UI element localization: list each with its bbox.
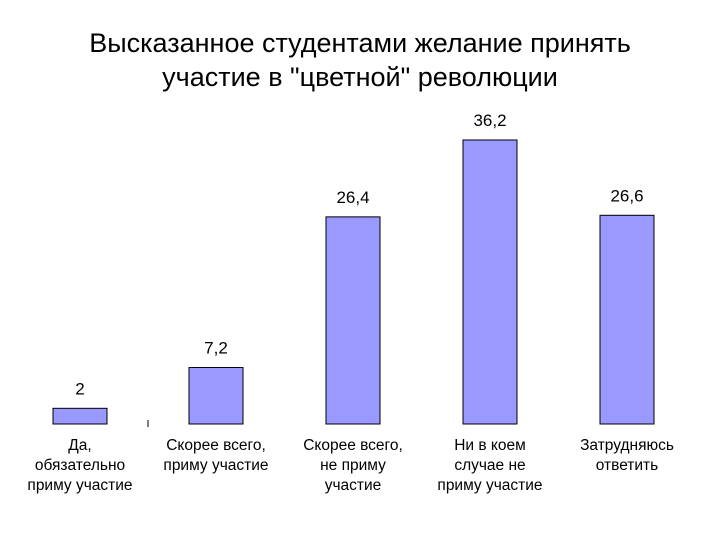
category-label-3-line-2: не приму bbox=[320, 457, 386, 474]
chart-title: Высказанное студентами желание принять у… bbox=[0, 26, 720, 94]
value-label-1: 2 bbox=[75, 379, 84, 398]
bar-5 bbox=[599, 214, 655, 425]
category-label-5-line-1: Затрудняюсь bbox=[580, 437, 674, 454]
bar-1 bbox=[52, 407, 108, 425]
category-label-5-line-2: ответить bbox=[596, 457, 658, 474]
category-label-4-line-1: Ни в коем bbox=[454, 437, 526, 454]
category-label-3-line-1: Скорее всего, bbox=[303, 437, 403, 454]
category-label-1-line-1: Да, bbox=[68, 437, 91, 454]
bars-group: 2 Да, обязательно приму участие 7,2 Скорее вс… bbox=[27, 111, 674, 494]
category-label-2-line-1: Скорее всего, bbox=[166, 437, 266, 454]
value-label-5: 26,6 bbox=[610, 186, 643, 205]
category-label-2-line-2: приму участие bbox=[163, 457, 268, 474]
bar-3 bbox=[325, 216, 381, 425]
value-label-3: 26,4 bbox=[336, 188, 369, 207]
value-label-2: 7,2 bbox=[204, 339, 228, 358]
chart-title-line-2: участие в "цветной" революции bbox=[162, 62, 558, 92]
category-label-3-line-3: участие bbox=[325, 477, 382, 494]
bar-4 bbox=[462, 139, 518, 425]
category-label-1-line-3: приму участие bbox=[27, 477, 132, 494]
chart-title-line-1: Высказанное студентами желание принять bbox=[89, 28, 631, 58]
category-label-4-line-3: приму участие bbox=[437, 477, 542, 494]
category-label-4-line-2: случае не bbox=[454, 457, 525, 474]
category-label-1-line-2: обязательно bbox=[35, 457, 125, 474]
value-label-4: 36,2 bbox=[473, 111, 506, 130]
bar-2 bbox=[188, 367, 244, 425]
